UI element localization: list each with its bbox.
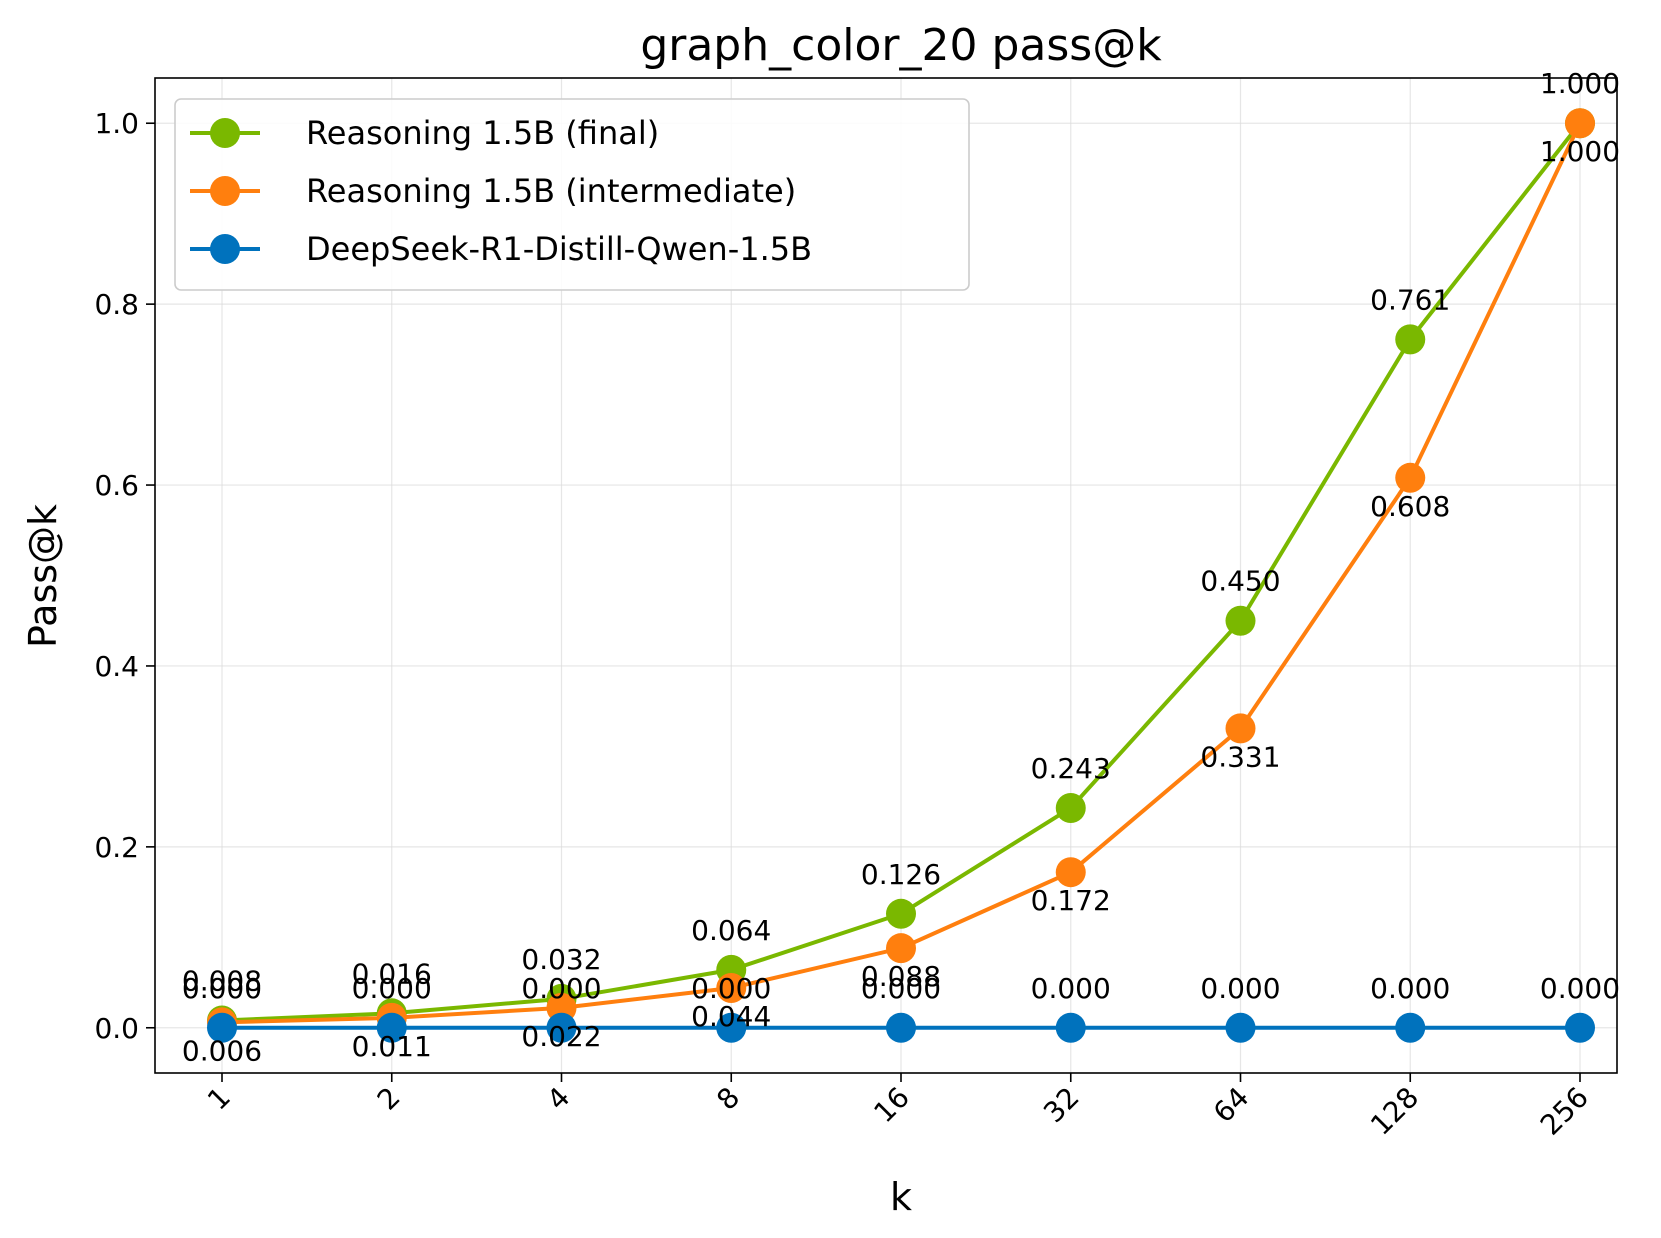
legend-box [174,98,970,291]
data-point [1225,1012,1256,1043]
data-label: 0.000 [352,972,432,1005]
data-label: 0.000 [521,972,601,1005]
data-label: 0.088 [861,960,941,993]
y-tick-label: 1.0 [94,107,139,140]
data-point [1395,324,1426,355]
data-label: 0.000 [861,972,941,1005]
data-label: 0.000 [691,972,771,1005]
data-point [1225,605,1256,636]
data-label: 1.000 [1540,135,1620,168]
data-label: 0.022 [521,1020,601,1053]
data-point [376,1012,407,1043]
data-point [886,933,916,964]
x-axis-label: k [890,1175,912,1219]
data-point [716,972,747,1003]
data-point [1225,713,1256,744]
data-label: 0.243 [1031,752,1111,785]
data-label: 0.000 [1540,972,1620,1005]
data-label: 0.608 [1370,490,1450,523]
data-point [886,898,916,929]
legend: Reasoning 1.5B (final) Reasoning 1.5B (in… [174,98,970,291]
legend-marker [210,234,240,264]
data-point [1055,792,1086,823]
data-label: 0.011 [352,1030,432,1063]
y-tick-label: 0.0 [94,1012,139,1045]
series-layer [207,108,1595,1043]
y-tick-label: 0.6 [94,469,139,502]
data-label: 0.000 [1031,972,1111,1005]
data-label: 0.000 [1370,972,1450,1005]
data-point [1055,1012,1086,1043]
chart-title: graph_color_20 pass@k [640,20,1162,71]
data-label: 0.064 [691,914,771,947]
legend-label: Reasoning 1.5B (final) [306,114,659,152]
data-point [207,1012,237,1043]
data-point [1565,108,1595,139]
data-label: 0.761 [1370,283,1450,316]
data-label: 0.000 [1200,972,1280,1005]
data-label: 0.008 [182,965,262,998]
y-tick-label: 0.8 [94,288,139,321]
data-label: 0.331 [1200,740,1280,773]
data-label: 0.000 [182,972,262,1005]
legend-marker [210,176,240,206]
plot-frame [154,77,1618,1074]
data-label: 0.032 [521,943,601,976]
data-label: 1.000 [1540,67,1620,100]
data-label: 0.172 [1031,884,1111,917]
legend-label: Reasoning 1.5B (intermediate) [306,172,796,210]
data-label: 0.044 [691,1000,771,1033]
data-point [1395,462,1426,493]
data-label: 0.006 [182,1034,262,1067]
data-labels: 0.008 0.016 0.032 0.064 0.126 0.243 0.450 0.761… [182,67,1620,1067]
data-point [546,1012,577,1043]
data-point [1395,1012,1426,1043]
legend-label: DeepSeek-R1-Distill-Qwen-1.5B [306,230,812,268]
y-tick-label: 0.4 [94,650,139,683]
data-point [1055,857,1086,888]
y-tick-label: 0.2 [94,831,139,864]
data-point [1565,1012,1595,1043]
data-point [716,1012,747,1043]
y-axis-ticks: 0.0 0.2 0.4 0.6 0.8 1.0 [94,107,155,1045]
data-label: 0.016 [352,957,432,990]
legend-marker [210,118,240,148]
y-axis-label: Pass@k [21,504,65,648]
data-point [886,1012,916,1043]
data-label: 0.126 [861,858,941,891]
data-label: 0.450 [1200,565,1280,598]
